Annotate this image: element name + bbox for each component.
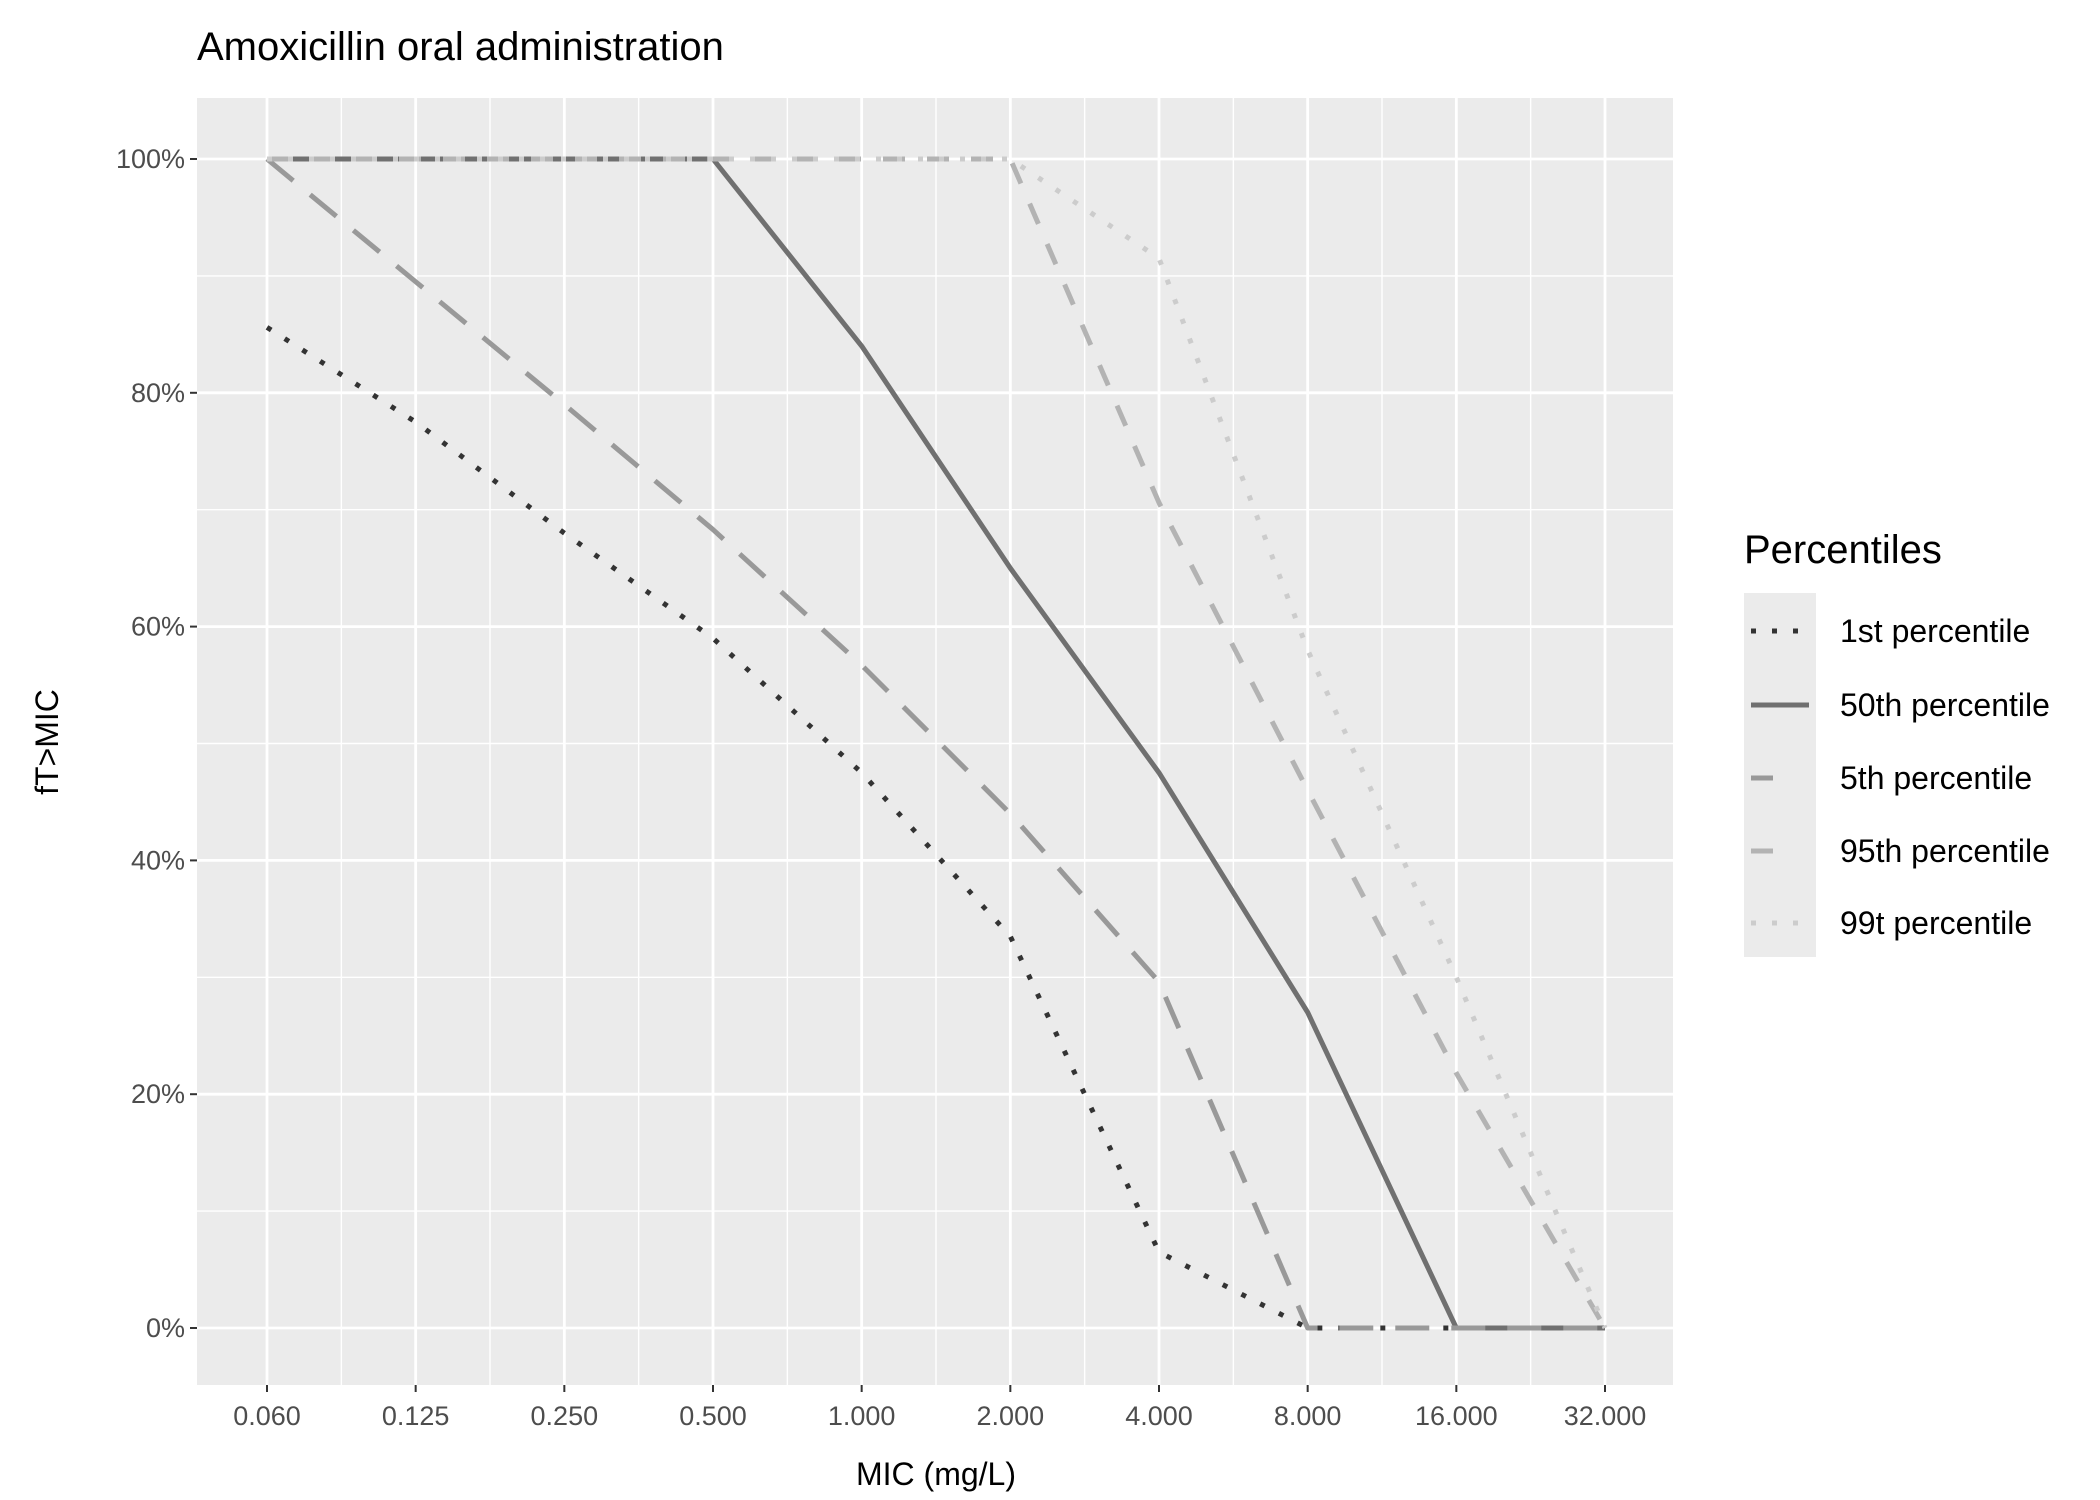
y-tick-label: 40% bbox=[131, 845, 185, 875]
series-line-1 bbox=[265, 325, 1605, 1331]
x-tick-label: 8.000 bbox=[1274, 1401, 1342, 1431]
y-tick-label: 100% bbox=[116, 144, 185, 174]
y-tick-label: 80% bbox=[131, 378, 185, 408]
x-tick-label: 0.060 bbox=[233, 1401, 301, 1431]
x-tick-label: 32.000 bbox=[1564, 1401, 1647, 1431]
x-axis-title: MIC (mg/L) bbox=[856, 1456, 1016, 1492]
y-tick-label: 0% bbox=[146, 1313, 185, 1343]
series-lines bbox=[265, 156, 1608, 1331]
x-tick-label: 4.000 bbox=[1125, 1401, 1193, 1431]
axes: 0.060 0.125 0.250 0.500 1.000 2.000 4.000 8.000… bbox=[116, 144, 1646, 1431]
legend-label: 5th percentile bbox=[1840, 760, 2032, 796]
y-tick-label: 20% bbox=[131, 1079, 185, 1109]
x-tick-label: 16.000 bbox=[1415, 1401, 1498, 1431]
plot-panel bbox=[197, 98, 1673, 1385]
x-tick-label: 2.000 bbox=[977, 1401, 1045, 1431]
y-tick-label: 60% bbox=[131, 612, 185, 642]
legend-label: 99t percentile bbox=[1840, 905, 2032, 941]
series-line-4 bbox=[267, 156, 1608, 1330]
legend-title: Percentiles bbox=[1744, 528, 1942, 572]
series-line-3 bbox=[265, 157, 1605, 1331]
legend: Percentiles 1st percentile 50th percentil… bbox=[1744, 528, 2050, 957]
x-tick-label: 1.000 bbox=[828, 1401, 896, 1431]
chart-title: Amoxicillin oral administration bbox=[197, 25, 724, 69]
x-tick-label: 0.250 bbox=[531, 1401, 599, 1431]
x-tick-label: 0.125 bbox=[382, 1401, 450, 1431]
legend-label: 95th percentile bbox=[1840, 833, 2050, 869]
y-axis-title: fT>MIC bbox=[29, 689, 65, 795]
legend-label: 50th percentile bbox=[1840, 687, 2050, 723]
gridlines bbox=[197, 98, 1673, 1385]
x-tick-label: 0.500 bbox=[679, 1401, 747, 1431]
legend-label: 1st percentile bbox=[1840, 613, 2030, 649]
legend-key-background bbox=[1744, 593, 1816, 957]
